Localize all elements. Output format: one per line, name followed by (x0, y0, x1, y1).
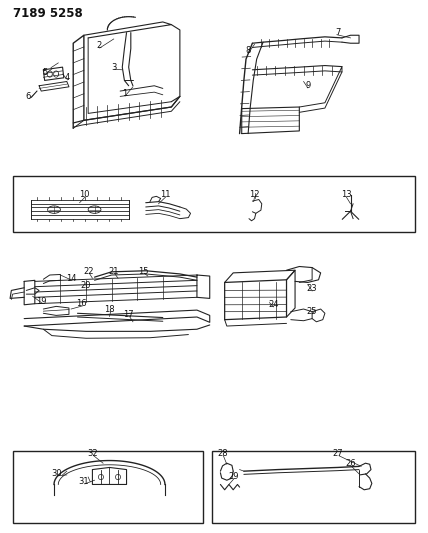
Text: 25: 25 (307, 307, 318, 316)
Text: 8: 8 (245, 46, 251, 55)
Bar (14, 451, 203, 523)
Text: 11: 11 (160, 190, 170, 199)
Text: 19: 19 (36, 296, 47, 305)
Text: 20: 20 (81, 280, 91, 289)
Text: 31: 31 (79, 478, 89, 486)
Text: 24: 24 (268, 300, 279, 309)
Text: 7189 5258: 7189 5258 (14, 7, 83, 20)
Text: 5: 5 (43, 68, 48, 77)
Text: 21: 21 (108, 268, 119, 276)
Text: 29: 29 (228, 472, 238, 481)
Text: 7: 7 (335, 28, 340, 37)
Text: 3: 3 (111, 63, 116, 71)
Text: 18: 18 (104, 304, 115, 313)
Text: 28: 28 (217, 449, 228, 458)
Text: 17: 17 (123, 310, 134, 319)
Text: 22: 22 (83, 268, 93, 276)
Text: 32: 32 (87, 449, 98, 458)
Text: 2: 2 (96, 42, 101, 51)
Bar (212, 451, 414, 523)
Text: 9: 9 (305, 81, 310, 90)
Text: 4: 4 (64, 73, 69, 82)
Text: 16: 16 (77, 299, 87, 308)
Text: 23: 23 (307, 284, 318, 293)
Text: 12: 12 (249, 190, 260, 199)
Text: 26: 26 (345, 459, 356, 467)
Text: 14: 14 (66, 273, 76, 282)
Text: 27: 27 (333, 449, 343, 458)
Text: 30: 30 (51, 470, 62, 478)
Text: 1: 1 (122, 89, 127, 98)
Text: 13: 13 (341, 190, 351, 199)
Text: 15: 15 (138, 268, 149, 276)
Text: 6: 6 (26, 92, 31, 101)
Bar (14, 176, 414, 232)
Text: 10: 10 (79, 190, 89, 199)
